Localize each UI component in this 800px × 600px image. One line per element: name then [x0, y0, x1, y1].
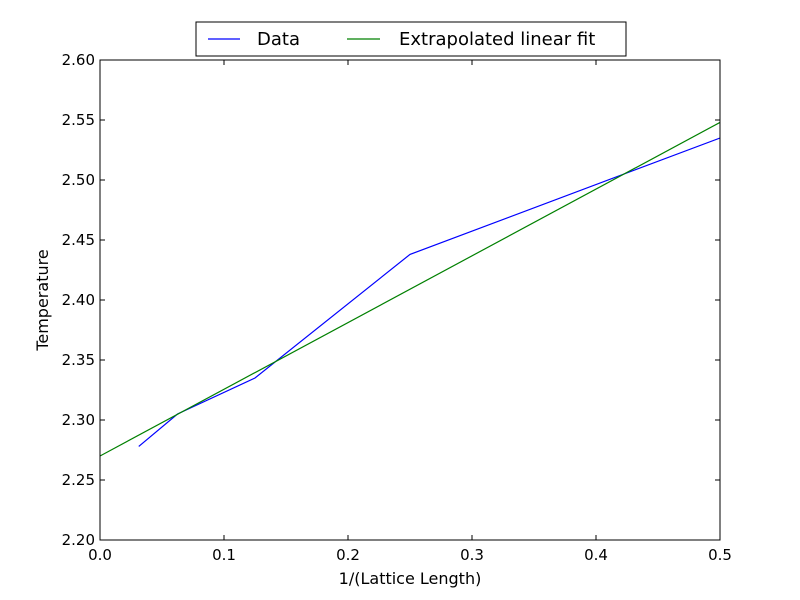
- y-tick-label: 2.45: [62, 231, 95, 249]
- x-tick-label: 0.3: [460, 546, 484, 564]
- y-tick-label: 2.60: [62, 51, 95, 69]
- y-tick-label: 2.40: [62, 291, 95, 309]
- y-axis-label: Temperature: [33, 249, 52, 351]
- x-tick-label: 0.4: [584, 546, 608, 564]
- y-tick-label: 2.30: [62, 411, 95, 429]
- x-tick-label: 0.0: [88, 546, 112, 564]
- y-tick-label: 2.50: [62, 171, 95, 189]
- y-tick-label: 2.25: [62, 471, 95, 489]
- series-layer: [100, 121, 720, 457]
- y-tick-label: 2.35: [62, 351, 95, 369]
- x-tick-label: 0.2: [336, 546, 360, 564]
- series-line-data: [138, 137, 720, 447]
- y-tick-label: 2.55: [62, 111, 95, 129]
- y-tick-label: 2.20: [62, 531, 95, 549]
- axis-tick-labels: 0.0 0.1 0.2 0.3 0.4 0.5 2.20 2.25 2.30 2.35 2.40 2.…: [62, 51, 732, 564]
- x-tick-label: 0.5: [708, 546, 732, 564]
- legend: Data Extrapolated linear fit: [195, 21, 627, 57]
- legend-label-data: Data: [257, 29, 300, 50]
- series-line-linear-fit: [100, 121, 720, 457]
- x-axis-label: 1/(Lattice Length): [339, 569, 482, 588]
- axis-ticks: [99, 59, 721, 541]
- legend-label-fit: Extrapolated linear fit: [399, 29, 595, 50]
- x-tick-label: 0.1: [212, 546, 236, 564]
- legend-box: [195, 21, 627, 57]
